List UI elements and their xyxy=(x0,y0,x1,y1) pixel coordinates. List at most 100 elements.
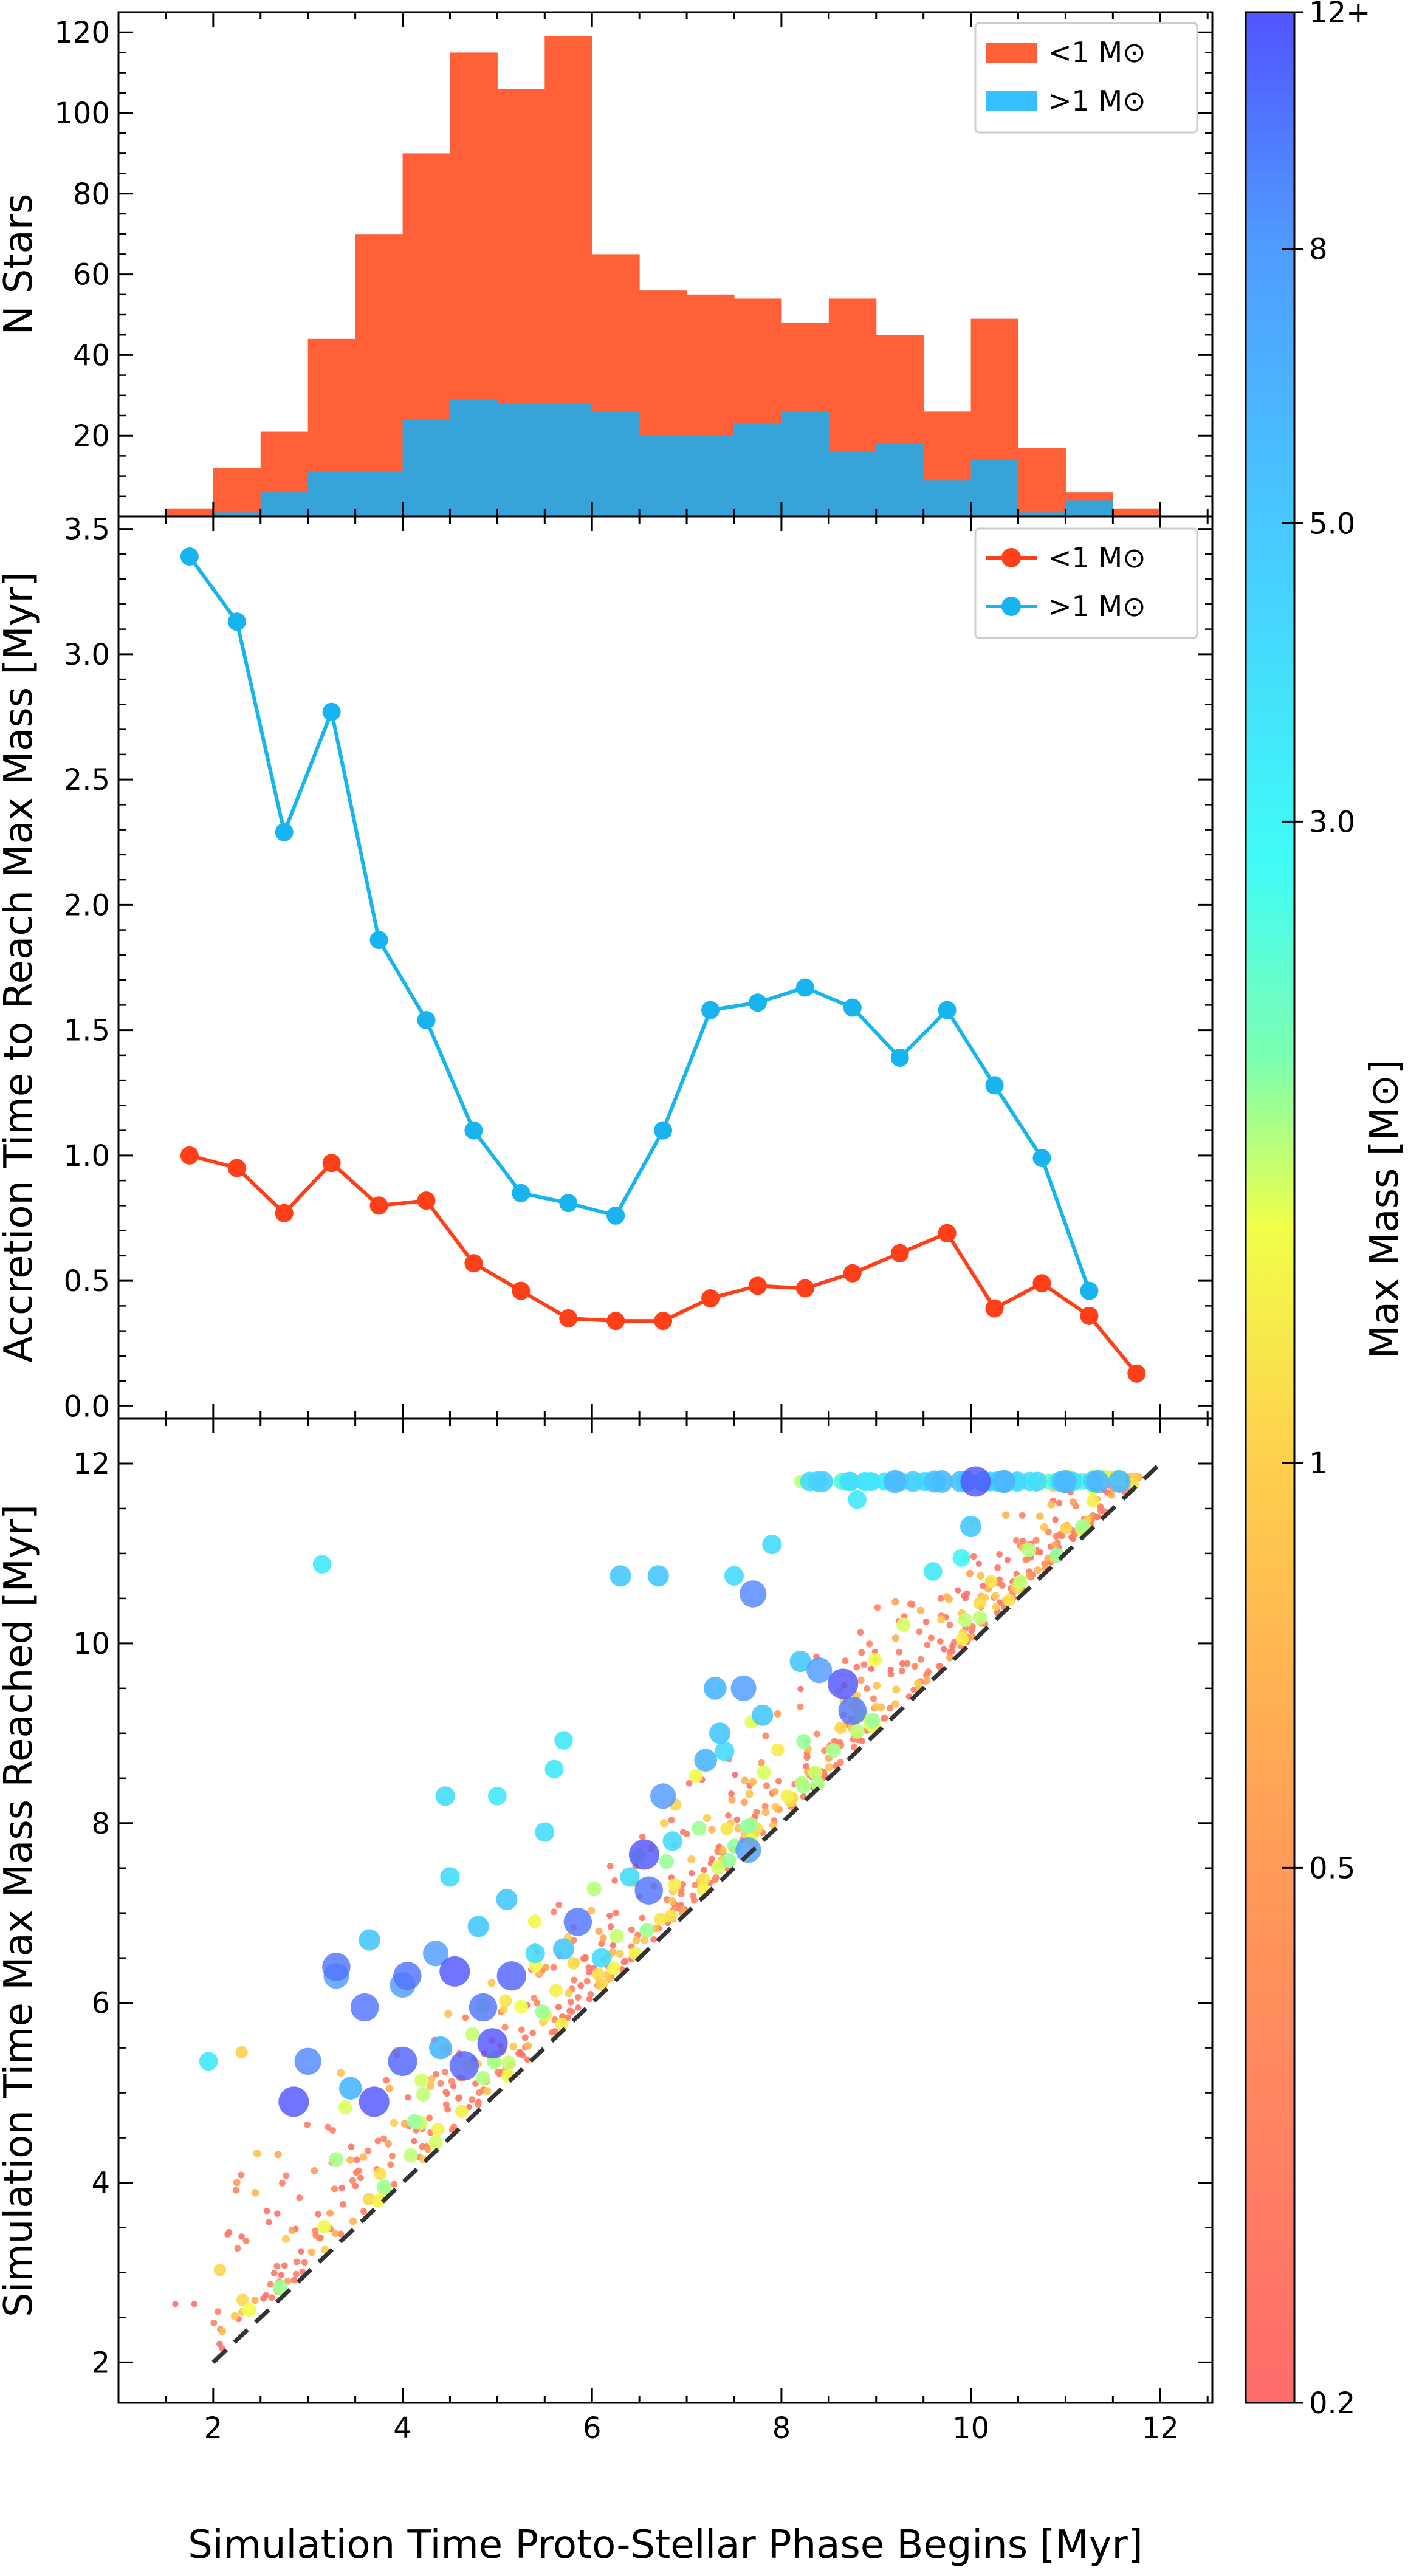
scatter-point xyxy=(715,1741,735,1761)
scatter-point xyxy=(304,2121,311,2128)
scatter-panel: 2 4 6 8 10 12 2 4 6 8 10 12 Simulation Time Proto-… xyxy=(0,1417,1214,2567)
legend-marker-lt1 xyxy=(1001,548,1021,567)
scatter-x-ticks: 2 4 6 8 10 12 xyxy=(165,1419,1209,2445)
series-point-lt1 xyxy=(559,1309,578,1327)
series-point-lt1 xyxy=(322,1154,341,1173)
scatter-point xyxy=(496,1961,526,1991)
scatter-point xyxy=(628,1926,635,1933)
scatter-point xyxy=(752,1704,774,1726)
scatter-point xyxy=(1107,1491,1116,1499)
series-point-gt1 xyxy=(180,547,199,566)
scatter-point xyxy=(634,1876,663,1905)
scatter-point xyxy=(1003,1594,1016,1607)
x-tick-label: 4 xyxy=(393,2411,412,2445)
scatter-point xyxy=(404,2148,419,2163)
hist-bar-lt1 xyxy=(165,508,214,516)
scatter-point xyxy=(550,1908,557,1916)
scatter-point xyxy=(632,1936,641,1945)
scatter-point xyxy=(251,2297,259,2304)
scatter-point xyxy=(568,1998,574,2006)
scatter-point xyxy=(694,1749,718,1772)
scatter-point xyxy=(359,2086,390,2117)
scatter-point xyxy=(659,1854,675,1869)
series-point-lt1 xyxy=(795,1279,814,1298)
scatter-point xyxy=(977,1572,985,1580)
scatter-point xyxy=(563,1908,592,1936)
hist-bar-lt1 xyxy=(1113,508,1161,516)
scatter-point xyxy=(509,2042,518,2050)
scatter-point xyxy=(762,1732,769,1739)
scatter-point xyxy=(880,1714,887,1722)
scatter-point xyxy=(720,1822,733,1836)
series-point-lt1 xyxy=(938,1224,957,1242)
series-point-lt1 xyxy=(227,1159,246,1177)
hist-bar-lt1 xyxy=(213,468,261,516)
scatter-point xyxy=(650,1936,658,1943)
scatter-point xyxy=(233,2179,241,2187)
histogram-y-axis-label: N Stars xyxy=(0,194,41,335)
scatter-point xyxy=(294,2047,321,2075)
scatter-point xyxy=(678,1890,685,1897)
scatter-point xyxy=(267,2281,274,2288)
scatter-point xyxy=(927,1634,935,1642)
scatter-point xyxy=(230,2312,239,2320)
scatter-point xyxy=(1027,1471,1047,1492)
x-tick-label: 6 xyxy=(583,2411,602,2445)
scatter-point xyxy=(371,2194,385,2208)
scatter-point xyxy=(364,2147,371,2154)
scatter-points xyxy=(172,1466,1143,2352)
scatter-point xyxy=(874,1604,881,1611)
scatter-point xyxy=(215,2308,221,2315)
series-point-lt1 xyxy=(464,1254,483,1273)
scatter-point xyxy=(937,1615,946,1624)
scatter-point xyxy=(1012,1537,1020,1544)
series-point-gt1 xyxy=(322,702,341,721)
scatter-point xyxy=(813,1730,820,1738)
scatter-point xyxy=(531,1995,538,2002)
scatter-point xyxy=(911,1663,918,1670)
series-point-lt1 xyxy=(985,1299,1004,1318)
histogram-legend: <1 M⊙ >1 M⊙ xyxy=(974,22,1198,134)
scatter-point xyxy=(1052,1516,1059,1523)
scatter-point xyxy=(475,2071,490,2086)
colorbar-tick-label: 12+ xyxy=(1309,0,1370,30)
scatter-point xyxy=(501,2055,516,2070)
scatter-point xyxy=(465,2027,480,2041)
scatter-point xyxy=(298,2248,304,2255)
scatter-point xyxy=(555,1901,563,1908)
scatter-point xyxy=(456,2094,463,2102)
scatter-point xyxy=(659,1818,668,1828)
scatter-point xyxy=(353,2156,360,2163)
scatter-point xyxy=(393,1962,422,1990)
scatter-point xyxy=(1056,1499,1063,1507)
hist-bar-gt1 xyxy=(1018,512,1066,516)
scatter-point xyxy=(654,1913,667,1926)
scatter-point xyxy=(850,1744,858,1751)
scatter-point xyxy=(1075,1519,1090,1534)
scatter-point xyxy=(917,1656,924,1663)
series-point-lt1 xyxy=(748,1276,767,1295)
y-tick-label: 10 xyxy=(73,1627,110,1661)
scatter-point xyxy=(234,2245,241,2252)
scatter-point xyxy=(568,2008,575,2015)
scatter-point xyxy=(555,2004,562,2010)
scatter-point xyxy=(721,1852,737,1868)
scatter-point xyxy=(340,2201,346,2208)
hist-bar-gt1 xyxy=(687,436,735,516)
y-tick-label: 8 xyxy=(91,1807,110,1841)
scatter-point xyxy=(238,2233,245,2240)
scatter-point xyxy=(359,1929,380,1951)
scatter-point xyxy=(1036,1512,1044,1520)
line-series xyxy=(180,547,1146,1383)
scatter-point xyxy=(419,2143,426,2150)
y-tick-label: 3.5 xyxy=(64,513,110,547)
scatter-point xyxy=(1051,1541,1059,1549)
scatter-point xyxy=(857,1676,865,1684)
y-tick-label: 80 xyxy=(73,177,110,211)
hist-bar-gt1 xyxy=(828,451,877,516)
scatter-point xyxy=(391,2180,398,2188)
scatter-point xyxy=(567,1957,580,1970)
series-point-gt1 xyxy=(512,1184,531,1202)
series-point-gt1 xyxy=(369,931,388,950)
scatter-point xyxy=(524,2056,531,2063)
